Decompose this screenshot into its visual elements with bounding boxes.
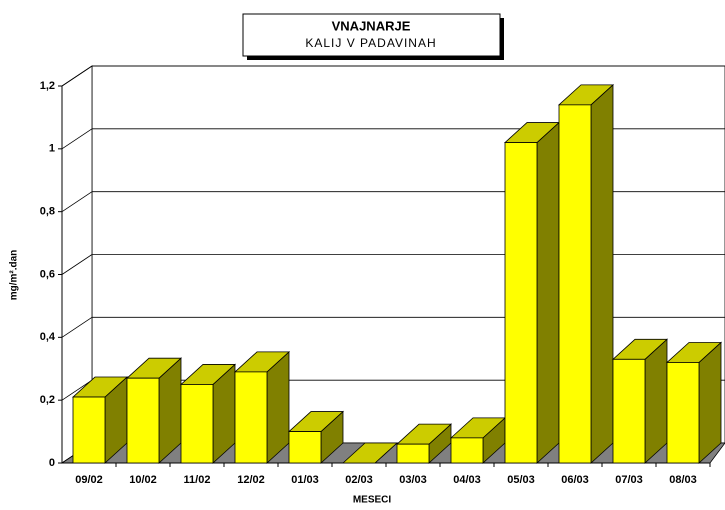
x-tick-label: 08/03 [669,474,697,486]
bar-side [590,83,614,464]
bar [450,437,484,464]
x-tick-label: 04/03 [453,474,481,486]
bar [126,377,160,464]
bar [504,142,538,464]
bar [180,384,214,464]
x-tick-label: 06/03 [561,474,589,486]
bar [558,104,592,464]
bar [72,396,106,464]
x-tick-label: 10/02 [129,474,157,486]
bar-side [644,338,668,464]
y-tick-label: 1,2 [40,80,55,92]
grid-line [61,65,93,87]
bar-top [341,442,399,464]
x-tick-label: 12/02 [237,474,265,486]
y-tick-label: 0,6 [40,268,55,280]
y-tick-label: 0 [49,457,55,469]
x-tick-label: 03/03 [399,474,427,486]
grid-line [61,254,93,275]
plot-area: 0 0,2 0,4 0,6 0,8 1 1,2 09/02 10/02 11/02 12/02 01/… [40,65,725,486]
x-tick-label: 09/02 [75,474,103,486]
x-tick-label: 01/03 [291,474,319,486]
y-tick-label: 0,4 [40,331,56,343]
bar [666,362,700,464]
bar-side [698,341,722,464]
bar [234,371,268,464]
bar [396,443,430,464]
grid-line [61,191,93,212]
grid-line [61,379,93,401]
y-tick-label: 1 [49,143,55,155]
y-tick-label: 0,2 [40,394,55,406]
x-tick-label: 02/03 [345,474,373,486]
chart-title: VNAJNARJE [332,18,411,33]
x-axis-label: MESECI [353,495,392,506]
x-tick-label: 05/03 [507,474,535,486]
grid-line [61,128,93,150]
bar [288,431,322,464]
y-axis-label: mg/m².dan [9,250,20,301]
grid-line [61,317,93,338]
bar-side [536,121,560,464]
bar [612,358,646,464]
x-tick-label: 07/03 [615,474,643,486]
x-tick-label: 11/02 [184,474,211,486]
y-tick-label: 0,8 [40,206,55,218]
chart-subtitle: KALIJ V PADAVINAH [305,36,436,50]
title-box [242,13,501,57]
